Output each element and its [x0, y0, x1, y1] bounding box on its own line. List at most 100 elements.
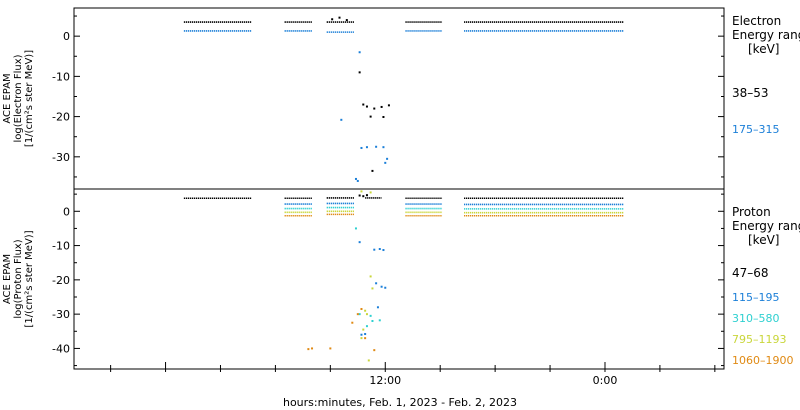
- y-tick-label: 0: [63, 30, 70, 43]
- data-point: [384, 286, 387, 289]
- legend-item: 47–68: [732, 266, 769, 280]
- data-point: [373, 107, 376, 110]
- data-point: [356, 313, 359, 316]
- data-point: [358, 241, 361, 244]
- data-point: [365, 194, 368, 197]
- data-point: [387, 104, 390, 107]
- data-point: [378, 248, 381, 250]
- y-tick-label: -20: [52, 111, 70, 124]
- y-tick-label: -10: [52, 70, 70, 83]
- y-tick-label: -10: [52, 240, 70, 253]
- data-point: [358, 71, 361, 74]
- y-tick-label: -30: [52, 151, 70, 164]
- y-tick-label: -20: [52, 274, 70, 287]
- electron-data: [183, 16, 624, 182]
- y-axis-title-line: [1/(cm²s ster MeV)]: [24, 50, 35, 147]
- series-1060–1900: [284, 213, 624, 352]
- data-point: [382, 116, 385, 119]
- y-axis-title: ACE EPAMlog(Electron Flux)[1/(cm²s ster …: [2, 50, 35, 147]
- proton-data: [183, 190, 624, 362]
- data-point: [360, 190, 363, 193]
- y-axis-title: ACE EPAMlog(Proton Flux)[1/(cm²s ster Me…: [2, 230, 35, 327]
- data-point: [362, 195, 365, 198]
- data-point: [365, 146, 368, 149]
- data-point: [360, 333, 363, 336]
- data-point: [369, 314, 372, 317]
- data-point: [358, 194, 361, 197]
- data-point: [386, 157, 389, 160]
- data-point: [369, 115, 372, 118]
- x-tick-label: 12:00: [369, 374, 401, 387]
- x-tick-label: 0:00: [593, 374, 618, 387]
- proton-panel: 0 -10 -20 -30 -40 12:00 0:00 ACE EPAMlog(Prot…: [2, 188, 800, 387]
- data-point: [378, 319, 381, 322]
- data-point: [365, 105, 368, 108]
- electron-panel: 0 -10 -20 -30 ACE EPAMlog(Electron Flux)[1/…: [2, 7, 800, 190]
- data-point: [345, 19, 348, 22]
- data-point: [364, 309, 367, 312]
- data-point: [364, 337, 367, 340]
- electron-y-ticks: 0 -10 -20 -30: [52, 15, 724, 178]
- data-point: [338, 16, 341, 19]
- data-point: [331, 18, 334, 21]
- data-point: [358, 51, 361, 54]
- y-axis-title-line: log(Proton Flux): [13, 239, 24, 318]
- data-point: [362, 103, 365, 106]
- data-point: [365, 325, 368, 328]
- data-point: [384, 161, 387, 164]
- series-795–1193: [284, 190, 624, 362]
- y-axis-title-line: [1/(cm²s ster MeV)]: [24, 230, 35, 327]
- legend-item: 1060–1900: [732, 354, 794, 367]
- data-point: [329, 347, 332, 350]
- data-point: [360, 146, 363, 149]
- legend-title-line: Proton: [732, 205, 771, 219]
- legend-item: 175–315: [732, 123, 780, 136]
- data-point: [373, 349, 376, 352]
- y-tick-label: 0: [63, 205, 70, 218]
- data-point: [354, 227, 357, 230]
- y-tick-label: -30: [52, 308, 70, 321]
- series-310–580: [284, 206, 624, 328]
- electron-y-label: ACE EPAMlog(Electron Flux)[1/(cm²s ster …: [2, 50, 35, 147]
- data-point: [360, 337, 363, 340]
- data-point: [375, 282, 378, 285]
- data-point: [371, 169, 374, 172]
- legend-item: 115–195: [732, 291, 780, 304]
- y-tick-label: -40: [52, 342, 70, 355]
- data-point: [362, 328, 365, 331]
- data-point: [354, 177, 357, 180]
- proton-x-ticks: 12:00 0:00: [110, 362, 716, 387]
- proton-y-ticks: 0 -10 -20 -30 -40: [52, 193, 724, 367]
- y-axis-title-line: ACE EPAM: [2, 73, 13, 123]
- series-175–315: [183, 30, 624, 182]
- series-115–195: [284, 202, 624, 336]
- data-point: [356, 179, 359, 182]
- data-point: [382, 146, 385, 149]
- data-point: [360, 308, 363, 310]
- data-point: [367, 359, 370, 362]
- x-axis-label: hours:minutes, Feb. 1, 2023 - Feb. 2, 20…: [283, 396, 517, 409]
- y-axis-title-line: log(Electron Flux): [13, 54, 24, 142]
- data-point: [365, 313, 368, 316]
- data-point: [351, 321, 354, 324]
- data-point: [364, 333, 367, 336]
- data-point: [307, 348, 310, 351]
- series-38–53: [183, 16, 624, 172]
- legend-title-line: Energy range: [732, 219, 800, 233]
- legend-title-line: Electron: [732, 14, 781, 28]
- data-point: [380, 105, 383, 108]
- series-47–68: [183, 194, 624, 200]
- data-point: [375, 145, 378, 148]
- y-axis-title-line: ACE EPAM: [2, 254, 13, 304]
- data-point: [340, 118, 343, 121]
- legend-item: 795–1193: [732, 333, 787, 346]
- data-point: [369, 275, 372, 278]
- data-point: [380, 285, 383, 288]
- legend-item: 310–580: [732, 312, 780, 325]
- legend-title-line: Energy range: [732, 28, 800, 42]
- legend-title-line: [keV]: [748, 42, 779, 56]
- proton-plot-frame: [73, 188, 725, 370]
- data-point: [311, 347, 314, 350]
